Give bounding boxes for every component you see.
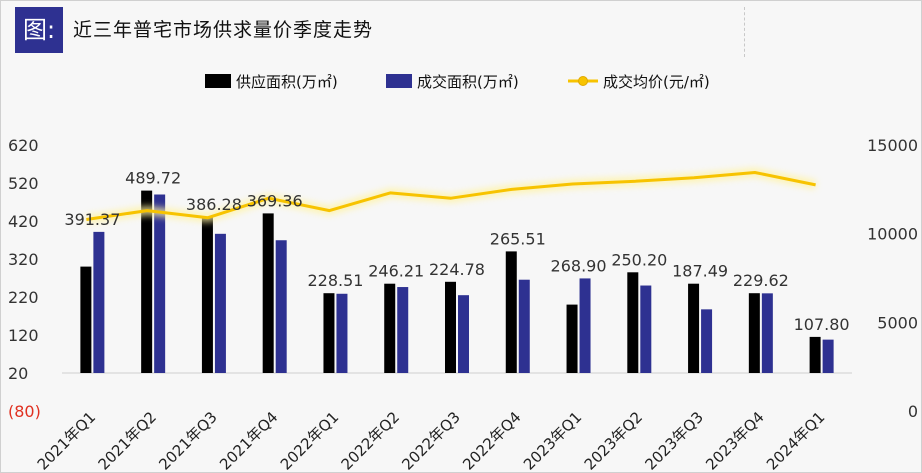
x-tick-label: 2021年Q2 (95, 408, 160, 473)
y-left-tick-label: (80) (8, 402, 41, 421)
bar-supply (566, 304, 578, 373)
data-label-deal: 250.20 (611, 250, 667, 269)
data-label-deal: 229.62 (733, 271, 789, 290)
bar-deal (761, 293, 773, 373)
bar-deal (397, 287, 409, 373)
data-label-deal: 224.78 (429, 260, 485, 279)
x-tick-label: 2023年Q4 (702, 408, 767, 473)
price-line (86, 170, 816, 221)
bar-supply (262, 213, 274, 373)
data-label-deal: 228.51 (307, 271, 363, 290)
y-left-tick-label: 520 (8, 174, 39, 193)
y-left-tick-label: 420 (8, 212, 39, 231)
bar-supply (323, 293, 335, 373)
y-left-tick-label: 620 (8, 136, 39, 155)
bar-supply (384, 283, 396, 373)
data-label-deal: 391.37 (64, 210, 120, 229)
bar-supply (688, 283, 700, 373)
x-tick-label: 2021年Q4 (216, 408, 281, 473)
chart-header: 图: 近三年普宅市场供求量价季度走势 (1, 1, 921, 61)
legend-label-supply: 供应面积(万㎡) (236, 73, 338, 91)
chart-title: 近三年普宅市场供求量价季度走势 (73, 19, 374, 41)
y-right-tick-label: 15000 (867, 136, 918, 155)
bar-deal (93, 231, 105, 373)
x-tick-label: 2024年Q1 (763, 408, 828, 473)
data-label-deal: 386.28 (186, 195, 242, 214)
legend-label-price: 成交均价(元/㎡) (603, 73, 710, 91)
y-left-tick-label: 120 (8, 326, 39, 345)
x-tick-label: 2022年Q1 (277, 408, 342, 473)
x-tick-label: 2021年Q1 (34, 408, 99, 473)
bar-supply (505, 251, 517, 373)
y-right-tick-label: 10000 (867, 225, 918, 244)
y-right-tick-label: 5000 (877, 313, 918, 332)
data-label-deal: 265.51 (490, 229, 546, 248)
bar-deal (640, 285, 652, 373)
legend-marker-price (578, 76, 588, 86)
x-tick-label: 2023年Q3 (641, 408, 706, 473)
header-divider (744, 7, 745, 57)
figure-tag: 图: (15, 7, 63, 53)
bar-deal (458, 295, 469, 373)
bar-deal (214, 233, 226, 373)
bar-deal (579, 278, 591, 373)
data-label-deal: 107.80 (794, 315, 850, 334)
x-tick-label: 2021年Q3 (155, 408, 220, 473)
bar-deal (154, 194, 166, 373)
bar-supply (141, 190, 153, 373)
data-label-deal: 187.49 (672, 262, 728, 281)
y-left-tick-label: 220 (8, 288, 39, 307)
legend-label-deal: 成交面积(万㎡) (417, 73, 519, 91)
x-tick-label: 2023年Q1 (520, 408, 585, 473)
bar-supply (445, 281, 456, 373)
bar-deal (336, 293, 348, 373)
x-tick-label: 2022年Q4 (459, 408, 524, 473)
x-tick-label: 2022年Q3 (398, 408, 463, 473)
bar-supply (748, 293, 760, 373)
legend-swatch-deal (386, 74, 412, 88)
bar-supply (809, 336, 821, 373)
data-label-deal: 246.21 (368, 262, 424, 281)
y-left-tick-label: 320 (8, 250, 39, 269)
bar-deal (701, 309, 713, 373)
x-tick-label: 2022年Q2 (338, 408, 403, 473)
bar-deal (518, 279, 530, 373)
bar-deal (822, 339, 834, 373)
data-label-deal: 268.90 (551, 256, 607, 275)
y-right-tick-label: 0 (908, 402, 918, 421)
y-left-tick-label: 20 (8, 364, 28, 383)
bar-deal (275, 240, 287, 373)
bar-supply (80, 266, 92, 373)
bar-supply (201, 217, 213, 373)
bar-supply (627, 272, 639, 373)
legend-swatch-supply (205, 74, 231, 88)
data-label-deal: 369.36 (247, 191, 303, 210)
x-tick-label: 2023年Q2 (581, 408, 646, 473)
data-label-deal: 489.72 (125, 169, 181, 188)
